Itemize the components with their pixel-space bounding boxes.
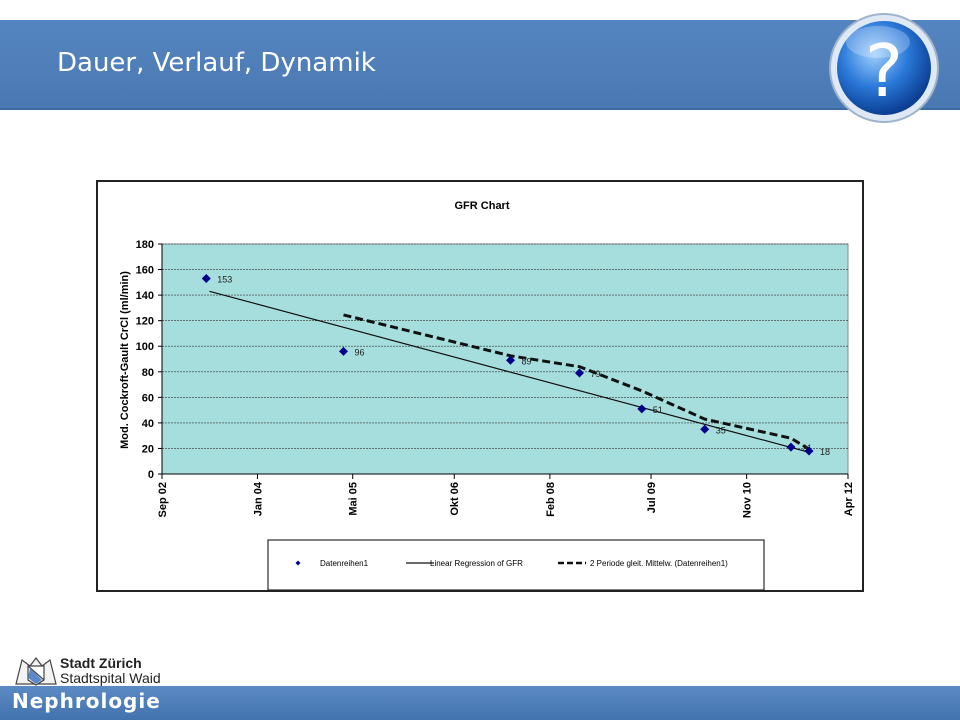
y-tick-label: 40 (142, 418, 154, 430)
data-point (338, 346, 348, 356)
question-mark-icon[interactable]: ? (826, 10, 942, 126)
y-tick-label: 20 (142, 443, 154, 455)
y-tick-label: 0 (148, 469, 154, 481)
y-tick-label: 160 (136, 265, 154, 277)
x-tick-label: Okt 06 (449, 482, 461, 516)
legend-label: 2 Periode gleit. Mittelw. (Datenreihen1) (590, 559, 728, 568)
x-tick-label: Apr 12 (843, 482, 855, 516)
legend-label: Linear Regression of GFR (430, 559, 523, 568)
y-tick-label: 120 (136, 316, 154, 328)
chart-legend: Datenreihen1 Linear Regression of GFR 2 Pe… (267, 539, 765, 590)
logo-hospital-name: Stadtspital Waid (60, 670, 161, 686)
regression-line (209, 290, 810, 453)
plot-area: 0 20 40 60 80 100 120 140 160 180 Sep 02 Jan 04 Mai … (136, 239, 855, 518)
x-tick-label: Sep 02 (157, 482, 169, 517)
data-label: 21 (802, 443, 812, 453)
y-tick-label: 140 (136, 290, 154, 302)
data-point (201, 274, 211, 283)
footer-band (0, 686, 960, 720)
data-point (786, 442, 796, 452)
y-axis-label: Mod. Cockroft-Gault CrCl (ml/min) (119, 271, 131, 449)
footer-label: Nephrologie (12, 689, 161, 713)
legend-marker (295, 560, 301, 566)
data-label: 89 (521, 356, 531, 366)
data-point (505, 355, 515, 365)
data-label: 51 (653, 405, 663, 415)
zurich-coat-of-arms-logo (15, 657, 57, 686)
svg-text:?: ? (865, 29, 903, 113)
data-label: 96 (354, 347, 364, 357)
y-tick-label: 80 (142, 367, 154, 379)
data-label: 153 (217, 275, 232, 285)
chart-frame: GFR Chart 0 20 40 60 80 100 120 140 160 180 Sep 02… (96, 180, 864, 592)
x-tick-label: Jul 09 (646, 482, 658, 513)
header-band (0, 20, 960, 110)
y-tick-label: 60 (142, 392, 154, 404)
chart-title: GFR Chart (455, 200, 510, 212)
y-tick-label: 180 (136, 239, 154, 251)
data-point (700, 424, 710, 434)
x-tick-label: Jan 04 (252, 481, 264, 516)
data-point (804, 446, 814, 456)
x-tick-label: Nov 10 (742, 482, 754, 518)
slide-title: Dauer, Verlauf, Dynamik (57, 48, 376, 78)
legend-label: Datenreihen1 (320, 559, 369, 568)
data-point (574, 368, 584, 378)
data-label: 18 (820, 447, 830, 457)
y-tick-label: 100 (136, 341, 154, 353)
data-point (637, 404, 647, 414)
data-label: 35 (716, 425, 726, 435)
data-label: 79 (590, 369, 600, 379)
x-tick-label: Mai 05 (348, 482, 360, 516)
x-tick-label: Feb 08 (545, 482, 557, 517)
legend-box (267, 539, 765, 590)
logo-city-name: Stadt Zürich (60, 655, 142, 671)
gfr-chart: GFR Chart 0 20 40 60 80 100 120 140 160 180 Sep 02… (119, 200, 855, 590)
plot-background (161, 243, 849, 475)
